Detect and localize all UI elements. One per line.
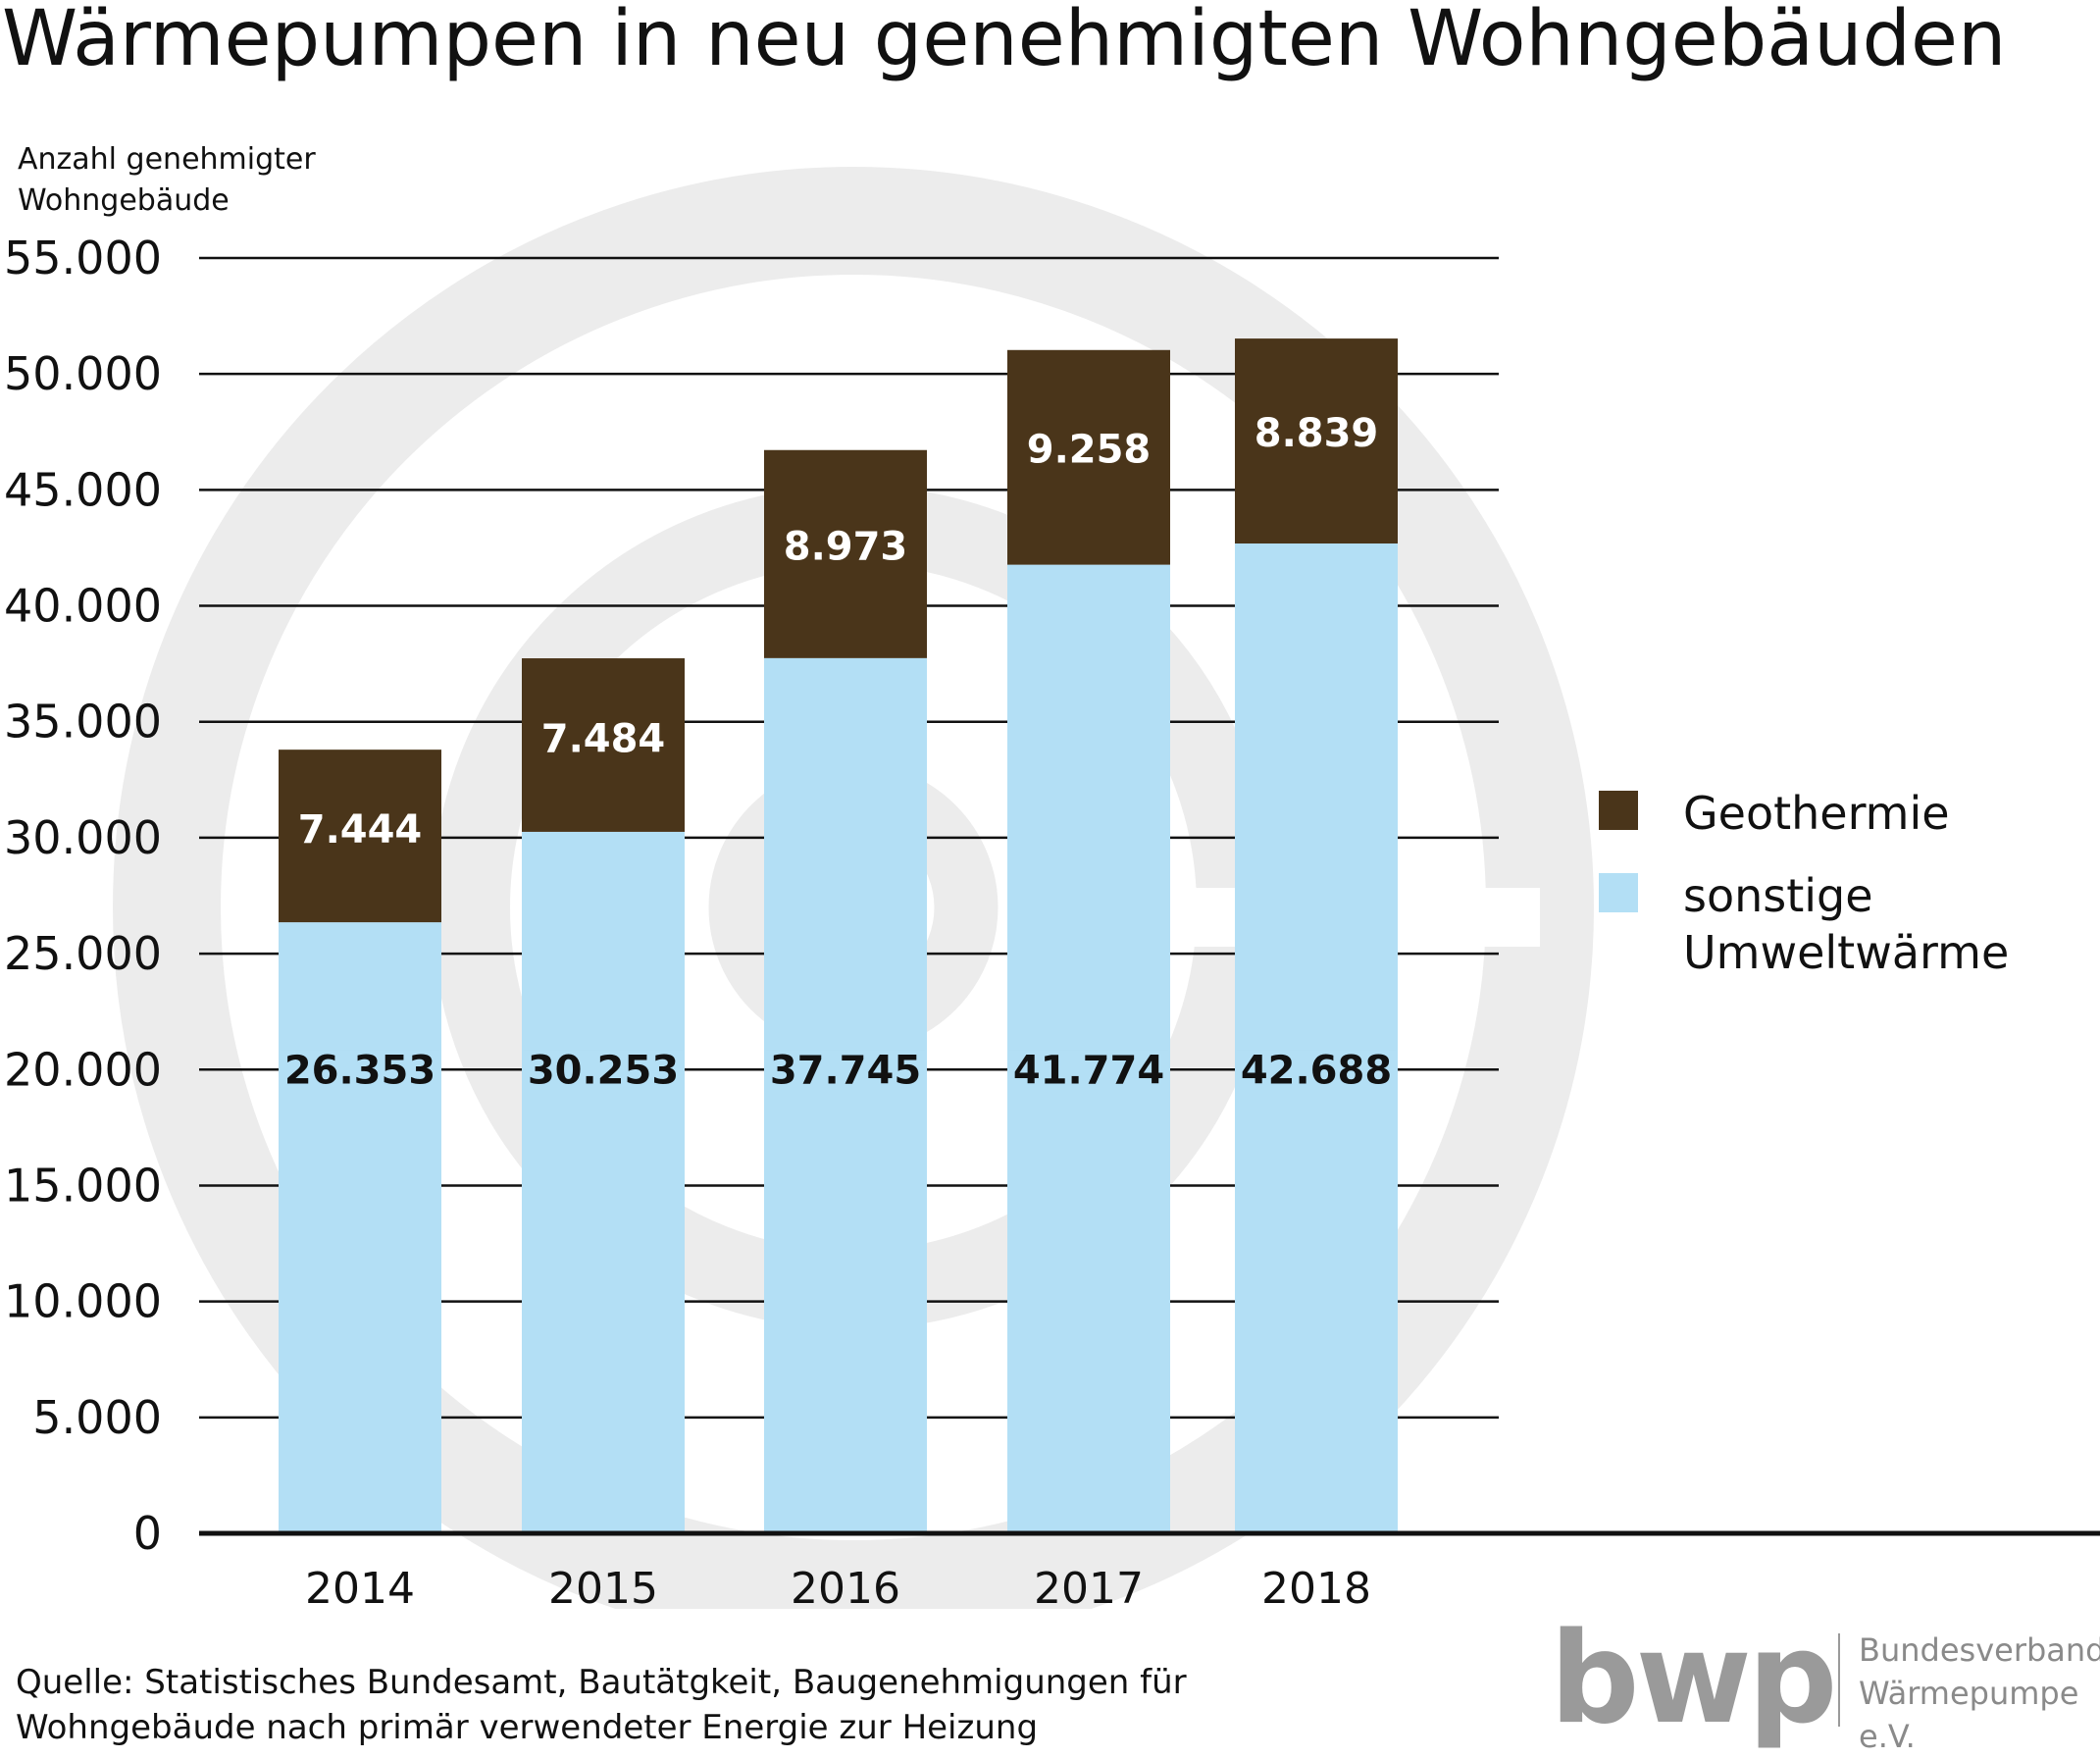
y-tick-label: 55.000 [4, 232, 162, 284]
bar-umwelt-2016 [764, 657, 927, 1533]
legend-item-geothermie: Geothermie [1599, 785, 1950, 842]
bar-label-backing [280, 1050, 440, 1092]
y-tick-labels: 0 5.000 10.000 15.000 20.000 25.000 30.000 35.0… [4, 232, 162, 1560]
bar-geothermie-2017 [1007, 349, 1170, 565]
bar-label-backing [1008, 1050, 1169, 1092]
bar-label-umwelt: 30.253 [528, 1048, 679, 1093]
y-tick-label: 35.000 [4, 696, 162, 749]
bar-label-umwelt: 26.353 [284, 1048, 435, 1093]
chart-title: Wärmepumpen in neu genehmigten Wohngebäu… [2, 0, 2007, 83]
source-note: Quelle: Statistisches Bundesamt, Bautätg… [16, 1663, 1187, 1747]
x-tick-label: 2016 [791, 1564, 900, 1609]
logo-wordmark: bwp [1550, 1619, 1834, 1751]
y-tick-label: 40.000 [4, 580, 162, 633]
bar-geothermie-2016 [764, 449, 927, 658]
x-tick-label: 2018 [1261, 1564, 1371, 1609]
bar-umwelt-2014 [279, 922, 441, 1533]
bar-umwelt-2017 [1007, 564, 1170, 1533]
bar-umwelt-2018 [1235, 543, 1398, 1533]
bwp-logo: bwp [1550, 1619, 1840, 1751]
bar-geothermie-2015 [522, 658, 685, 832]
x-tick-label: 2017 [1034, 1564, 1144, 1609]
y-tick-label: 25.000 [4, 927, 162, 980]
legend-swatch-umwelt [1599, 873, 1638, 912]
legend-label-umwelt: sonstige Umweltwärme [1683, 869, 2010, 979]
y-tick-label: 30.000 [4, 811, 162, 864]
y-tick-label: 50.000 [4, 347, 162, 400]
bar-label-backing [765, 1050, 926, 1092]
bar-label-geothermie: 9.258 [1027, 427, 1152, 472]
bar-geothermie-2018 [1235, 338, 1398, 544]
bar-label-umwelt: 41.774 [1013, 1048, 1164, 1093]
y-tick-label: 45.000 [4, 463, 162, 516]
legend-swatch-geothermie [1599, 791, 1638, 830]
bar-label-umwelt: 37.745 [770, 1048, 921, 1093]
bars [279, 338, 1398, 1533]
y-tick-label: 10.000 [4, 1275, 162, 1328]
bar-labels: 26.353 7.444 30.253 7.484 37.745 8.973 41.774 9… [280, 411, 1397, 1093]
y-tick-label: 5.000 [32, 1391, 162, 1444]
bar-geothermie-2014 [279, 750, 441, 923]
y-tick-label: 0 [133, 1507, 162, 1560]
y-tick-label: 20.000 [4, 1043, 162, 1096]
y-tick-label: 15.000 [4, 1159, 162, 1212]
y-axis-label: Anzahl genehmigter Wohngebäude [18, 142, 316, 218]
legend-item-umwelt: sonstige Umweltwärme [1599, 867, 2009, 981]
x-tick-label: 2014 [305, 1564, 415, 1609]
bar-label-geothermie: 7.444 [298, 807, 423, 853]
bar-label-umwelt: 42.688 [1241, 1048, 1392, 1093]
x-tick-label: 2015 [548, 1564, 658, 1609]
bar-label-geothermie: 8.973 [784, 524, 908, 569]
x-tick-labels: 2014 2015 2016 2017 2018 [305, 1564, 1371, 1609]
bar-label-backing [1236, 1050, 1397, 1092]
bar-label-geothermie: 8.839 [1255, 411, 1379, 456]
bar-chart: 26.353 7.444 30.253 7.484 37.745 8.973 41.774 9… [4, 167, 2100, 1609]
legend-label-geothermie: Geothermie [1683, 787, 1950, 840]
bar-umwelt-2015 [522, 831, 685, 1533]
bar-label-backing [523, 1050, 684, 1092]
logo-org-name: Bundesverband Wärmepumpe e.V. [1859, 1631, 2100, 1755]
bar-label-geothermie: 7.484 [541, 716, 666, 761]
